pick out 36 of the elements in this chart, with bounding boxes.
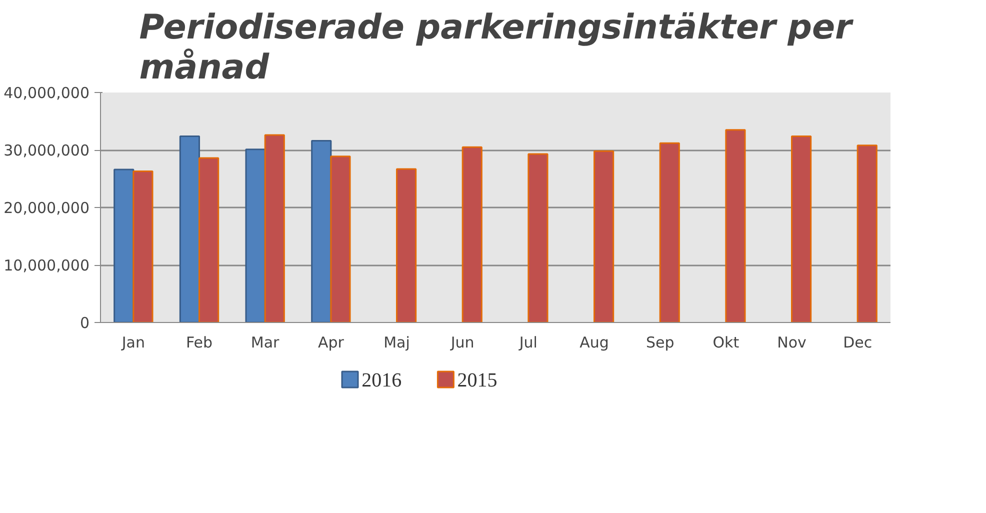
bar (114, 168, 134, 322)
y-tick-label: 40,000,000 (4, 84, 90, 102)
y-tick-label: 10,000,000 (4, 256, 90, 274)
x-tick-label: Feb (186, 334, 213, 352)
x-tick-label: Sep (646, 334, 674, 352)
bar (330, 156, 351, 322)
bar (659, 142, 680, 322)
bar (245, 148, 266, 322)
x-tick-label: Okt (712, 334, 740, 352)
x-tick-label: Mar (250, 334, 280, 352)
bar (528, 153, 548, 322)
x-tick-label: Maj (384, 334, 410, 352)
bar (856, 144, 878, 322)
x-tick-label: Aug (580, 334, 609, 352)
y-tick-label: 20,000,000 (4, 199, 90, 217)
legend-label: 2016 (362, 370, 402, 392)
x-tick-label: Jan (120, 334, 145, 352)
y-tick-label: 0 (80, 314, 90, 332)
bar (462, 146, 482, 322)
chart-title: Periodiserade parkeringsintäkter per månad (139, 8, 854, 88)
bar (396, 168, 417, 322)
bar (132, 170, 154, 322)
x-tick-label: Nov (777, 334, 807, 352)
bar (594, 150, 614, 322)
bar (198, 157, 220, 322)
bar (725, 129, 746, 322)
y-tick-label: 30,000,000 (4, 142, 90, 160)
bar (179, 135, 200, 322)
legend-label: 2015 (457, 370, 498, 392)
bar (264, 134, 285, 322)
x-tick-label: Jul (518, 334, 538, 352)
x-tick-label: Jun (450, 334, 474, 352)
bar (791, 135, 812, 322)
bar (311, 140, 332, 322)
x-tick-label: Dec (843, 334, 872, 352)
x-tick-label: Apr (318, 334, 345, 352)
